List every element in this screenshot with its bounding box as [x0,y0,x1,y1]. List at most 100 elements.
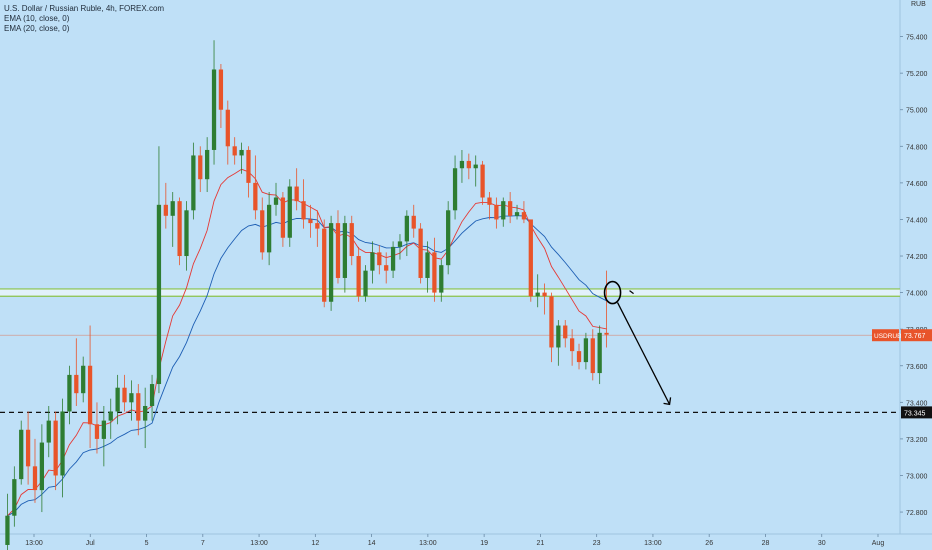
candle [418,223,423,284]
candle-body [129,393,134,403]
candle [384,252,389,284]
candle-body [122,387,127,403]
candle [563,320,568,348]
candle [239,142,244,174]
chart-legend: U.S. Dollar / Russian Ruble, 4h, FOREX.c… [4,4,164,34]
annotation-circle [603,280,622,305]
current-price-label: 73.767 [904,333,926,340]
time-tick-label: 13:00 [644,540,662,547]
candle-body [46,420,51,443]
price-tick-label: 74.400 [906,217,928,224]
candle-body [542,292,547,297]
candle-body [211,69,217,150]
candle [377,245,382,275]
candle-body [411,215,416,229]
candle [480,160,485,205]
candle-body [184,210,189,257]
candle [315,210,320,247]
price-tick-label: 74.000 [906,291,928,298]
candle [508,192,513,224]
candle-body [528,219,533,297]
candle [143,387,148,449]
price-tick-label: 73.400 [906,400,928,407]
candle-body [273,197,279,205]
candle-body [549,296,554,348]
candle [397,234,403,260]
candle [211,40,217,165]
candle-body [439,265,444,293]
candle-body [39,442,45,491]
candle [473,155,478,187]
time-tick-label: 21 [537,540,545,547]
price-tick-label: 72.800 [906,510,928,517]
candle [328,215,334,311]
candle-body [590,338,595,374]
candle [191,142,196,220]
candle [163,182,168,229]
candle-body [384,265,389,271]
candle-body [494,204,499,220]
symbol-title: U.S. Dollar / Russian Ruble, 4h, FOREX.c… [4,4,165,13]
candle [149,374,155,421]
candle-body [335,223,341,278]
candle-body [480,164,485,198]
candle [81,356,86,403]
candle [205,137,210,193]
candle-body [225,109,230,147]
ema10-legend: EMA (10, close, 0) [4,14,70,23]
annotation-tick [629,290,634,295]
candle [87,325,93,449]
candle [108,398,113,439]
candle-body [149,384,155,406]
candle [521,201,527,224]
candle [466,153,471,180]
candle-body [19,429,24,480]
price-tick-label: 75.000 [906,108,928,115]
candle-body [521,212,527,220]
price-tick-label: 74.600 [906,181,928,188]
candle-body [473,164,478,169]
current-price-tag [901,329,932,342]
candle-body [253,182,258,211]
time-tick-label: Jul [86,540,95,547]
time-tick-label: 26 [705,540,713,547]
candle [39,424,45,513]
projection-arrow-line [616,302,671,405]
price-tick-label: 74.200 [906,254,928,261]
candle-body [349,223,354,257]
price-tick-label: 75.200 [906,71,928,78]
candle-body [170,201,175,216]
candle-body [74,374,79,394]
candle-body [459,160,465,169]
candle [177,197,182,266]
candle [549,292,554,363]
candle-body [81,365,86,394]
candle [74,338,79,406]
currency-unit: RUB [911,1,926,8]
candle-body [370,252,375,271]
candle-body [342,223,348,278]
candle [404,210,409,257]
ema10-line [7,168,607,517]
price-axis-panel [900,0,932,550]
candle [590,329,595,381]
candle-body [101,420,106,439]
candle [184,201,189,271]
candle-body [143,405,148,421]
candle [246,146,251,198]
candles [5,40,609,550]
candle-body [404,215,409,242]
candle [67,365,72,425]
candle [342,215,348,293]
candle-body [308,219,313,224]
candle-body [108,411,113,421]
candle [514,204,520,220]
candle-body [576,351,582,363]
candle-body [67,374,72,412]
candle [597,325,602,385]
symbol-tag-label: USDRUB [874,333,901,340]
candle [115,374,120,425]
time-tick-label: 13:00 [419,540,437,547]
